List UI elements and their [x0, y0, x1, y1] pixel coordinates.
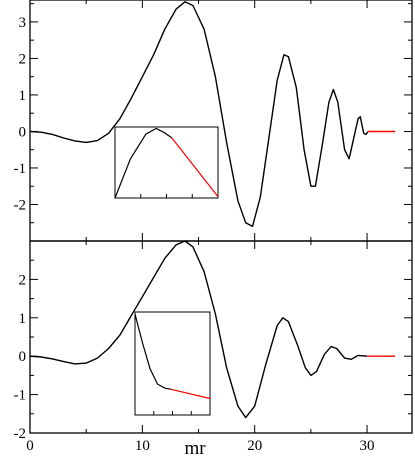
- bottom-inset-series: [134, 313, 211, 415]
- bottom-plot-frame: [29, 240, 413, 434]
- y-tick-label: -2: [14, 426, 27, 442]
- inset-main-curve: [114, 127, 173, 199]
- top-y-axis: 3 2 1 0 -1 -2: [14, 0, 412, 241]
- y-tick-label: 3: [19, 15, 27, 31]
- top-series: [29, 1, 396, 228]
- top-inset-frame: [114, 126, 219, 199]
- top-inset: [114, 126, 219, 199]
- y-tick-label: 1: [19, 311, 27, 327]
- y-tick-label: 2: [19, 51, 27, 67]
- inset-tail-curve: [171, 137, 219, 197]
- x-axis-label: mr: [184, 438, 206, 457]
- y-tick-label: 2: [19, 272, 27, 288]
- y-tick-label: 0: [19, 349, 27, 365]
- main-curve: [29, 1, 369, 228]
- x-tick-label: 20: [247, 438, 262, 454]
- y-tick-label: -1: [14, 388, 27, 404]
- main-curve: [29, 240, 368, 419]
- bottom-inset-frame: [134, 311, 211, 416]
- top-panel: 3 2 1 0 -1 -2: [14, 0, 413, 242]
- inset-main-curve: [134, 313, 172, 390]
- y-tick-label: -1: [14, 161, 27, 177]
- bottom-y-axis: 2 1 0 -1 -2: [14, 259, 412, 442]
- bottom-series: [29, 240, 396, 419]
- top-inset-series: [114, 127, 219, 199]
- bottom-x-axis: 0 10 20 30: [26, 241, 375, 454]
- x-tick-label: 0: [26, 438, 34, 454]
- y-tick-label: 0: [19, 124, 27, 140]
- x-tick-label: 10: [135, 438, 150, 454]
- x-tick-label: 30: [360, 438, 375, 454]
- bottom-panel: 210-1-2 0 10 20 30 mr: [14, 240, 413, 457]
- bottom-inset: [134, 311, 211, 416]
- y-tick-label: 1: [19, 88, 27, 104]
- y-tick-label: -2: [14, 197, 27, 213]
- top-plot-frame: [29, 0, 413, 242]
- inset-tail-curve: [170, 388, 211, 400]
